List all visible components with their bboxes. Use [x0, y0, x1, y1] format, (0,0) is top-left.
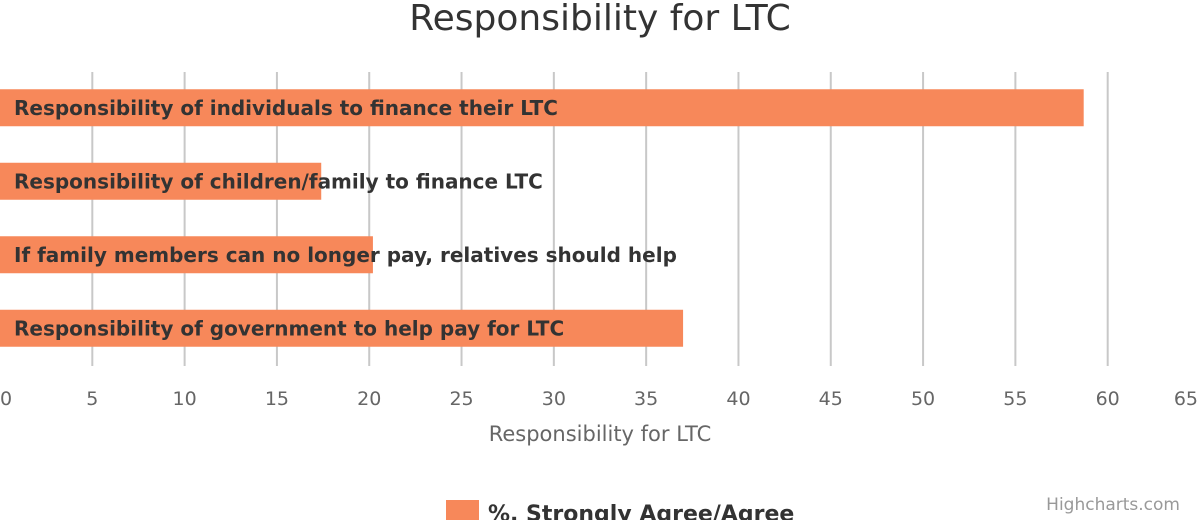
- x-tick-label: 20: [357, 388, 381, 410]
- x-tick-label: 65: [1174, 388, 1198, 410]
- legend-label[interactable]: %. Strongly Agree/Agree: [488, 502, 794, 520]
- bar[interactable]: [0, 236, 373, 274]
- legend-swatch: [446, 500, 479, 520]
- x-tick-label: 15: [265, 388, 289, 410]
- x-tick-label: 60: [1096, 388, 1120, 410]
- x-tick-label: 40: [726, 388, 750, 410]
- bars: [0, 89, 1084, 347]
- bar[interactable]: [0, 162, 322, 200]
- category-label: Responsibility of individuals to finance…: [14, 96, 558, 120]
- x-tick-label: 25: [449, 388, 473, 410]
- bar-labels: Responsibility of individuals to finance…: [14, 96, 677, 341]
- x-tick-label: 50: [911, 388, 935, 410]
- x-tick-label: 45: [819, 388, 843, 410]
- x-tick-label: 30: [542, 388, 566, 410]
- x-tick-label: 55: [1003, 388, 1027, 410]
- bar[interactable]: [0, 309, 684, 347]
- credits-link[interactable]: Highcharts.com: [1046, 495, 1180, 515]
- x-tick-label: 10: [173, 388, 197, 410]
- category-label: Responsibility of children/family to fin…: [14, 169, 543, 193]
- legend[interactable]: %. Strongly Agree/Agree: [446, 500, 794, 520]
- x-axis-title: Responsibility for LTC: [489, 422, 712, 446]
- category-label: If family members can no longer pay, rel…: [14, 243, 677, 267]
- chart-title: Responsibility for LTC: [409, 0, 791, 39]
- x-tick-label: 0: [0, 388, 12, 410]
- bar[interactable]: [0, 89, 1084, 127]
- x-axis-ticks: 0 5 10 15 20 25 30 35 40 45 50 55 60 65: [0, 388, 1198, 410]
- category-label: Responsibility of government to help pay…: [14, 316, 564, 340]
- x-tick-label: 5: [86, 388, 98, 410]
- x-tick-label: 35: [634, 388, 658, 410]
